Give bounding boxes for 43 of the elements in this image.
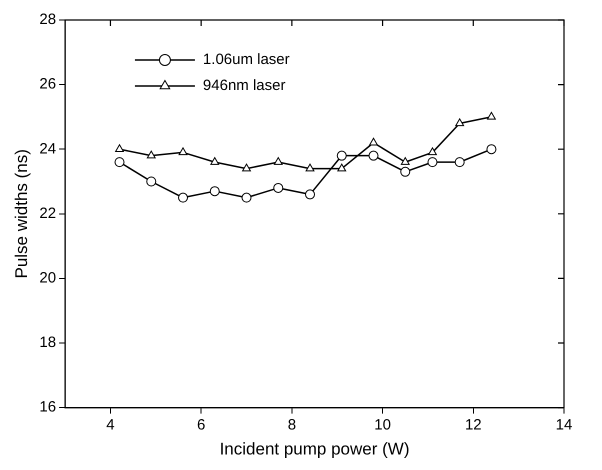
x-tick-label: 10 xyxy=(374,416,391,434)
point xyxy=(369,138,378,146)
point xyxy=(146,176,156,186)
point xyxy=(368,150,379,161)
point xyxy=(455,118,464,126)
x-tick-label: 14 xyxy=(556,416,572,434)
point xyxy=(242,164,251,172)
x-tick-label: 8 xyxy=(288,416,296,434)
x-tick-label: 12 xyxy=(464,416,482,434)
point xyxy=(486,144,496,154)
point xyxy=(274,157,283,165)
point xyxy=(400,157,410,165)
point xyxy=(178,147,188,156)
y-axis-title: Pulse widths (ns) xyxy=(12,149,31,279)
x-axis-title: Incident pump power (W) xyxy=(220,439,410,458)
point xyxy=(306,164,314,172)
y-tick-label: 26 xyxy=(39,76,56,93)
point xyxy=(400,166,410,177)
point xyxy=(210,157,220,165)
x-tick-label: 4 xyxy=(106,416,115,434)
point xyxy=(428,147,437,156)
y-tick-label: 28 xyxy=(39,11,56,28)
point xyxy=(454,157,465,168)
point xyxy=(115,144,124,152)
point xyxy=(114,157,125,168)
point xyxy=(210,186,220,196)
point xyxy=(305,189,316,200)
point xyxy=(337,164,346,172)
y-tick-label: 24 xyxy=(39,140,56,158)
x-tick-label: 6 xyxy=(196,416,206,434)
y-tick-label: 18 xyxy=(39,334,56,352)
y-tick-label: 22 xyxy=(39,204,56,222)
point xyxy=(487,112,496,120)
point xyxy=(336,150,347,161)
point xyxy=(273,182,284,193)
point xyxy=(146,150,156,158)
point xyxy=(178,192,188,203)
legend-label: 1.06um laser xyxy=(202,51,290,68)
point xyxy=(242,192,252,203)
point xyxy=(427,157,438,168)
y-tick-label: 16 xyxy=(39,398,56,416)
legend-label: 946nm laser xyxy=(202,77,286,94)
y-tick-label: 20 xyxy=(39,270,56,287)
